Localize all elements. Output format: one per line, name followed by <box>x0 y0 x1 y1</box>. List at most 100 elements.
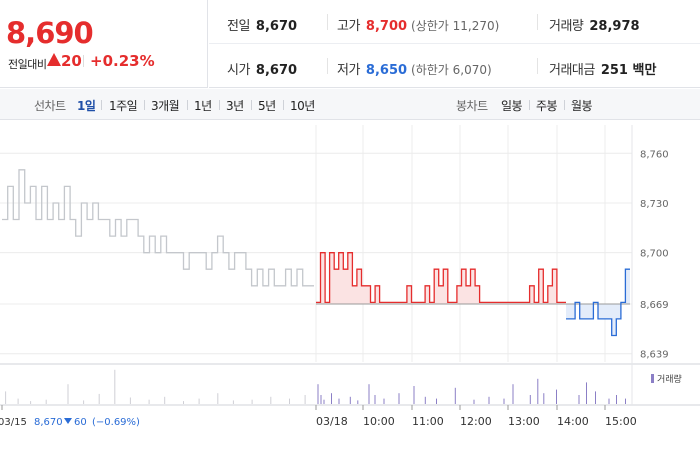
volume-bar <box>383 398 385 404</box>
volume-bar <box>304 395 306 404</box>
volume-bar <box>374 395 376 404</box>
volume-bar <box>556 389 557 404</box>
open-value: 8,670 <box>255 63 298 78</box>
open-cell: 시가 8,670 <box>227 59 297 78</box>
low-cell: 저가 8,650 (하한가 6,070) <box>337 59 492 78</box>
volume-bar <box>198 398 200 404</box>
prev-close-label: 전일 <box>227 19 250 34</box>
period-tab-3y[interactable]: 3년 <box>226 99 244 113</box>
upper-limit: (상한가 11,270) <box>411 19 500 33</box>
low-label: 저가 <box>337 63 360 78</box>
candle-tab-monthly[interactable]: 월봉 <box>571 99 593 113</box>
lower-limit: (하한가 6,070) <box>411 63 492 77</box>
volume-bar <box>537 378 539 404</box>
volume-legend: 거래량 <box>651 373 682 385</box>
volume-bar <box>413 386 415 404</box>
volume-bar <box>349 396 351 404</box>
x-tick-label: 14:00 <box>557 415 589 428</box>
volume-bar <box>45 399 47 404</box>
change-label: 전일대비 <box>8 58 47 71</box>
price-summary: 8,690 전일대비 20 +0.23% <box>0 0 208 88</box>
down-arrow-icon <box>64 418 72 424</box>
period-tab-1w[interactable]: 1주일 <box>109 99 138 113</box>
period-tab-10y[interactable]: 10년 <box>290 99 315 113</box>
y-tick-label: 8,639 <box>640 350 669 361</box>
change-percent: +0.23% <box>90 52 155 70</box>
volume-bar <box>320 395 322 404</box>
volume-bar <box>503 398 505 404</box>
divider <box>251 100 252 110</box>
prev-day-change-pct: (−0.69%) <box>92 417 140 428</box>
volume-bar <box>114 369 116 404</box>
divider <box>219 100 220 110</box>
volume-bar <box>608 398 610 404</box>
legend-swatch <box>651 374 654 383</box>
period-tab-1d[interactable]: 1일 <box>77 99 96 113</box>
x-tick-label: 12:00 <box>460 415 492 428</box>
period-tab-3m[interactable]: 3개월 <box>151 99 180 113</box>
low-value: 8,650 <box>365 63 408 78</box>
legend-label: 거래량 <box>657 373 682 385</box>
prev-close-cell: 전일 8,670 <box>227 15 297 34</box>
x-tick-label: 10:00 <box>363 415 395 428</box>
volume-bar <box>616 395 617 404</box>
volume-bar <box>30 401 32 404</box>
volume-bar <box>625 398 626 404</box>
volume-bar <box>595 391 596 404</box>
period-tab-1y[interactable]: 1년 <box>194 99 212 113</box>
volume-bar <box>67 384 69 404</box>
volume-bar <box>148 399 150 404</box>
volume-bar <box>331 393 332 404</box>
volume-bar <box>317 384 319 404</box>
divider <box>537 58 538 74</box>
volume-bar <box>578 395 580 404</box>
volume-bar <box>436 398 437 404</box>
open-label: 시가 <box>227 63 250 78</box>
prev-close-value: 8,670 <box>255 19 298 34</box>
volume-bar <box>543 393 545 404</box>
high-label: 고가 <box>337 19 360 34</box>
period-tab-5y[interactable]: 5년 <box>258 99 276 113</box>
y-axis-ticks: 8,760 8,730 8,700 8,669 8,639 <box>640 149 669 360</box>
divider <box>83 55 84 67</box>
volume-bar <box>473 399 475 404</box>
candle-chart-label: 봉차트 <box>456 99 488 113</box>
volume-bar <box>357 400 359 404</box>
change-amount: 20 <box>61 52 82 70</box>
volume-bar <box>289 398 290 404</box>
volume-bar <box>5 391 7 404</box>
chart-grid <box>0 125 700 406</box>
down-area-fill <box>566 269 630 336</box>
volume-bar <box>129 397 131 404</box>
up-arrow-icon <box>47 53 61 66</box>
volume-bar <box>454 387 456 404</box>
row-divider <box>209 43 700 44</box>
volume-bars <box>5 369 626 404</box>
volume-bar <box>251 399 253 404</box>
divider <box>283 100 284 110</box>
volume-bar <box>368 384 370 404</box>
price-lines <box>2 169 630 337</box>
candle-tab-daily[interactable]: 일봉 <box>501 99 523 113</box>
candle-tab-weekly[interactable]: 주봉 <box>536 99 558 113</box>
x-tick-label: 15:00 <box>605 415 637 428</box>
divider <box>529 100 530 110</box>
y-tick-label: 8,730 <box>640 199 669 210</box>
divider <box>101 100 102 110</box>
divider <box>187 100 188 110</box>
volume-bar <box>98 393 100 404</box>
volume-bar <box>217 393 219 404</box>
volume-bar <box>83 400 85 404</box>
volume-bar <box>164 396 166 404</box>
volume-bar <box>270 396 272 404</box>
today-up-line <box>316 252 566 304</box>
volume-label: 거래량 <box>549 19 584 34</box>
trade-value-label: 거래대금 <box>549 63 595 78</box>
y-tick-label: 8,669 <box>640 300 669 311</box>
volume-bar <box>586 382 587 404</box>
up-area-fill <box>316 252 566 305</box>
volume-bar <box>424 396 426 404</box>
volume-bar <box>529 395 531 404</box>
